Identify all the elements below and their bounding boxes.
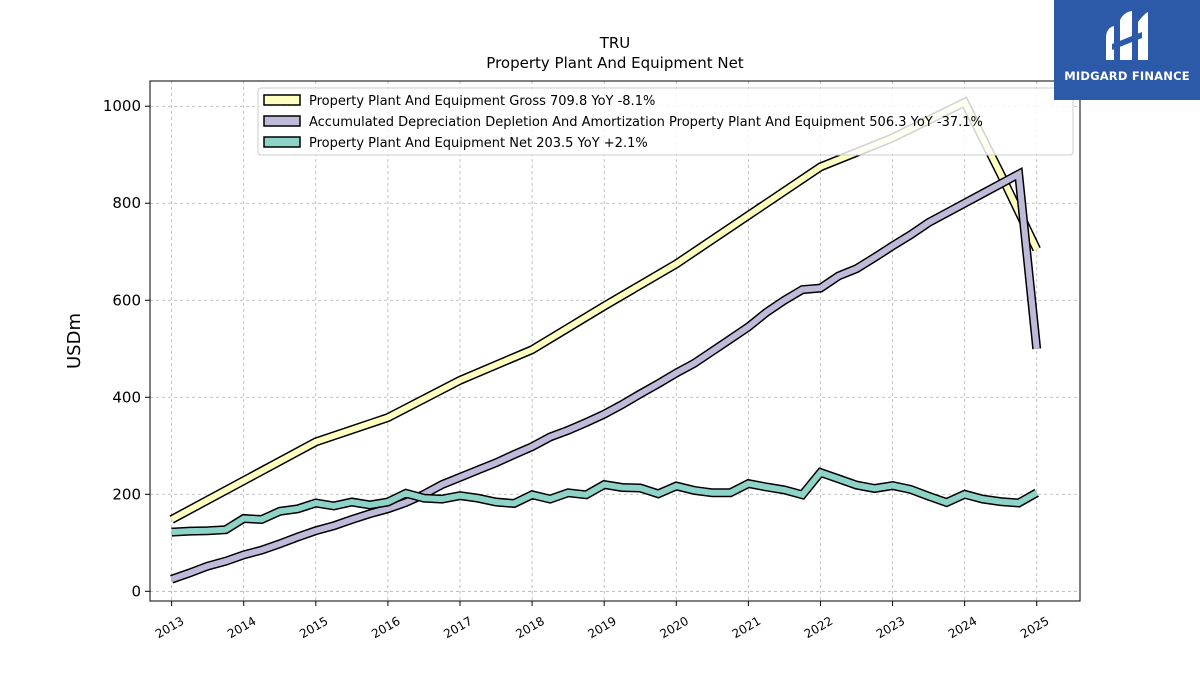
x-tick-label: 2024 [946,614,979,641]
brand-mark-icon [1106,11,1148,60]
x-tick-label: 2020 [658,614,691,641]
x-tick-label: 2016 [369,614,402,641]
x-tick-label: 2017 [441,614,474,641]
x-tick-label: 2022 [802,614,835,641]
y-tick-label: 1000 [103,97,141,115]
x-tick-label: 2019 [585,614,618,641]
series-lines [169,96,1042,584]
chart-title: TRU [599,34,631,52]
x-tick-label: 2021 [730,614,763,641]
legend-swatch-accumulated-depreciation [263,115,301,127]
y-tick-label: 800 [112,194,141,212]
y-axis-ticks: 0 200 400 600 800 1000 [103,97,150,600]
plot-area-frame [149,80,1081,602]
y-tick-label: 200 [112,485,141,503]
legend-swatch-ppe-gross [263,94,301,106]
brand-name: MIDGARD FINANCE [1064,69,1190,83]
legend-swatch-ppe-net [263,136,301,148]
series-outline-ppe-gross [169,96,1041,524]
x-tick-label: 2015 [297,614,330,641]
y-axis-label: USDm [64,313,85,369]
chart-legend: Property Plant And Equipment Gross 709.8… [257,87,1074,156]
legend-label-ppe-gross: Property Plant And Equipment Gross 709.8… [309,94,655,109]
x-axis-ticks: 2013 2014 2015 2016 2017 2018 2019 2020 2021 2022… [153,601,1051,641]
x-tick-label: 2018 [513,614,546,641]
legend-frame [257,87,1074,156]
chart-subtitle: Property Plant And Equipment Net [486,54,743,72]
series-line-accumulated-depreciation [170,169,1040,583]
x-tick-label: 2023 [874,614,907,641]
legend-label-ppe-net: Property Plant And Equipment Net 203.5 Y… [309,136,648,151]
y-tick-label: 600 [112,291,141,309]
series-line-ppe-net [171,468,1039,536]
x-tick-label: 2014 [225,614,258,641]
x-tick-label: 2013 [153,614,186,641]
x-tick-label: 2025 [1018,614,1051,641]
grid-lines [150,81,1080,601]
y-tick-label: 0 [131,582,141,600]
y-tick-label: 400 [112,388,141,406]
legend-label-accumulated-depreciation: Accumulated Depreciation Depletion And A… [309,115,983,130]
brand-logo: MIDGARD FINANCE [1054,0,1200,100]
